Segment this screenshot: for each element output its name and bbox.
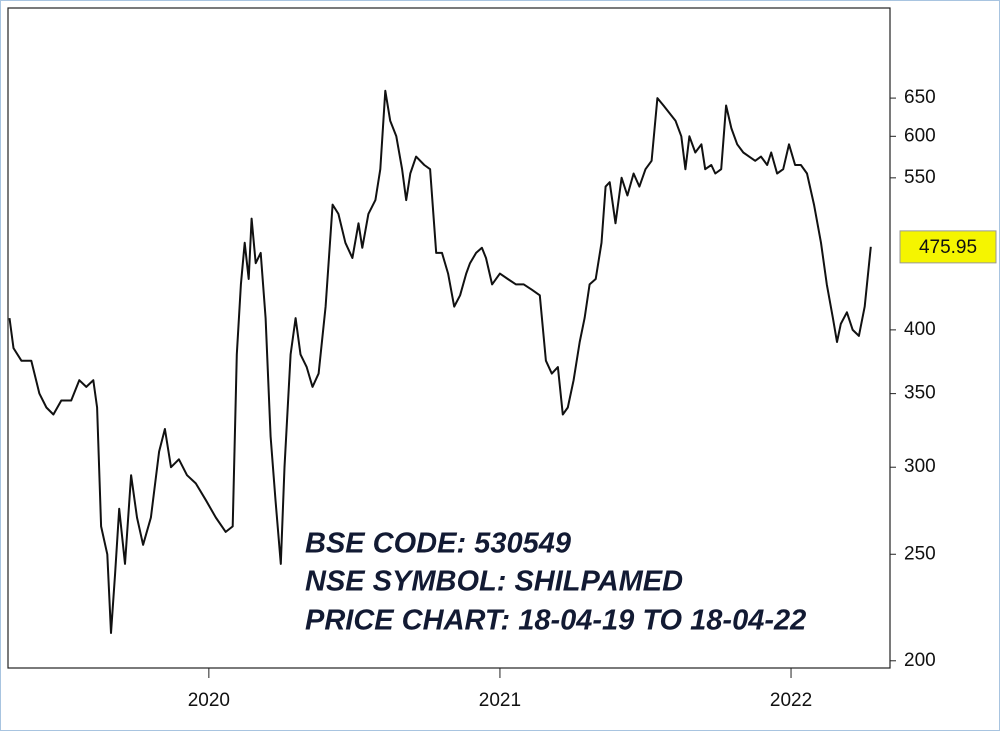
y-tick-label: 250 <box>904 543 936 564</box>
marks: 200 250 300 350 400 550 600 650 2020 2021 2022 475.… <box>8 87 997 711</box>
y-tick-label: 550 <box>904 167 936 188</box>
y-tick-label: 350 <box>904 383 936 404</box>
x-tick-label: 2022 <box>770 690 812 711</box>
price-line <box>8 89 872 634</box>
annotation: NSE SYMBOL: SHILPAMED <box>305 566 683 598</box>
y-tick-label: 200 <box>904 650 936 671</box>
annotation: BSE CODE: 530549 <box>305 528 571 560</box>
annotation: PRICE CHART: 18-04-19 TO 18-04-22 <box>305 605 806 637</box>
y-tick-label: 400 <box>904 319 936 340</box>
x-tick-label: 2021 <box>479 690 521 711</box>
plot-area <box>7 7 891 669</box>
y-tick-label: 300 <box>904 456 936 477</box>
y-tick-label: 600 <box>904 125 936 146</box>
y-tick-label: 650 <box>904 87 936 108</box>
x-tick-label: 2020 <box>188 690 230 711</box>
price-label-box <box>899 230 997 264</box>
price-label: 475.95 <box>919 237 977 258</box>
